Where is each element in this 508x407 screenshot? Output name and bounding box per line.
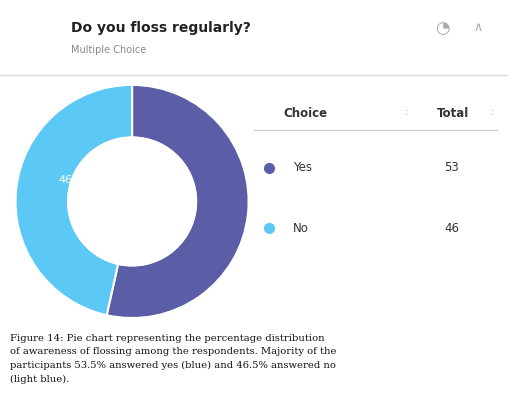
Text: 46: 46 <box>444 222 459 235</box>
Text: :: : <box>491 107 494 118</box>
Text: :: : <box>405 107 409 118</box>
Text: No: No <box>293 222 309 235</box>
Text: Choice: Choice <box>283 107 327 120</box>
Wedge shape <box>107 85 248 318</box>
Text: 46.5%: 46.5% <box>58 175 94 186</box>
Text: Yes: Yes <box>293 162 312 174</box>
Text: Total: Total <box>437 107 469 120</box>
Text: ◔: ◔ <box>435 19 449 37</box>
Text: Figure 14: Pie chart representing the percentage distribution
of awareness of fl: Figure 14: Pie chart representing the pe… <box>10 334 337 384</box>
Text: Do you floss regularly?: Do you floss regularly? <box>71 20 251 35</box>
Text: ∧: ∧ <box>473 21 482 34</box>
Text: 53.5%: 53.5% <box>149 214 185 224</box>
Text: 53: 53 <box>444 162 459 174</box>
Wedge shape <box>16 85 132 315</box>
Circle shape <box>68 138 196 266</box>
Text: Multiple Choice: Multiple Choice <box>71 46 146 55</box>
